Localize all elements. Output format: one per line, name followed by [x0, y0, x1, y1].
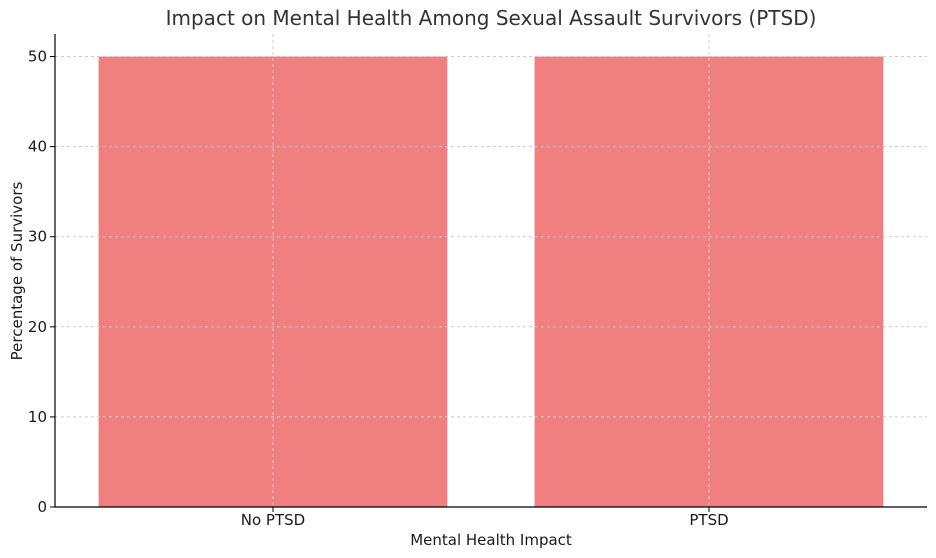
chart-title: Impact on Mental Health Among Sexual Ass…	[166, 6, 817, 30]
x-axis-label: Mental Health Impact	[410, 531, 572, 549]
y-tick-label: 50	[28, 48, 47, 66]
y-tick-label: 10	[28, 408, 47, 426]
bar-layer	[98, 56, 884, 508]
y-tick-label: 30	[28, 228, 47, 246]
axis-layer: 0 10 20 30 40 50 No PTSD PTSD	[28, 34, 927, 529]
x-tick-label: PTSD	[689, 511, 728, 529]
x-tick-label: No PTSD	[241, 511, 305, 529]
y-tick-label: 20	[28, 318, 47, 336]
y-tick-label: 0	[37, 498, 47, 516]
y-tick-label: 40	[28, 138, 47, 156]
y-axis-label: Percentage of Survivors	[8, 181, 26, 360]
